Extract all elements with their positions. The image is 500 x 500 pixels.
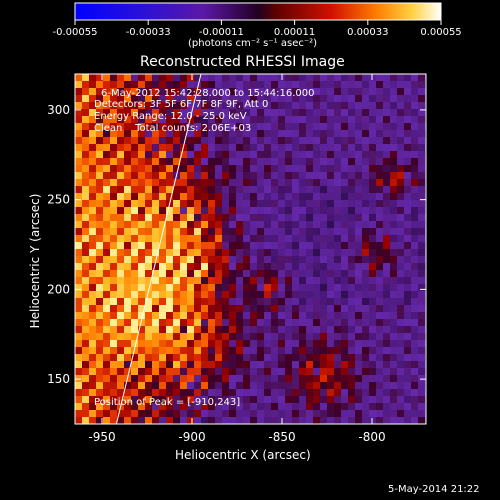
x-tick-label: -800 xyxy=(358,430,385,444)
x-axis-label: Heliocentric X (arcsec) xyxy=(175,448,311,462)
y-tick-label: 150 xyxy=(47,372,70,386)
chart-title: Reconstructed RHESSI Image xyxy=(140,54,345,70)
annotation-time: 6-May-2012 15:42:28.000 to 15:44:16.000 xyxy=(101,88,315,99)
colorbar-tick-label: -0.00011 xyxy=(199,27,244,38)
colorbar: -0.00055 -0.00033 -0.00011 0.00011 0.00033 0.… xyxy=(53,2,462,38)
colorbar-tick-label: -0.00033 xyxy=(126,27,171,38)
x-tick-label: -850 xyxy=(268,430,295,444)
y-tick-label: 250 xyxy=(47,193,70,207)
plot-frame xyxy=(74,73,427,425)
colorbar-tick-label: 0.00033 xyxy=(347,27,388,38)
y-tick-label: 300 xyxy=(47,103,70,117)
y-tick-label: 200 xyxy=(47,282,70,296)
annotation-peak: Position of Peak = [-910,243] xyxy=(94,397,241,408)
y-axis-label: Heliocentric Y (arcsec) xyxy=(28,193,42,329)
annotation-detectors: Detectors: 3F 5F 6F 7F 8F 9F, Att 0 xyxy=(94,99,269,110)
footer-timestamp: 5-May-2014 21:22 xyxy=(388,484,480,495)
colorbar-units: (photons cm⁻² s⁻¹ asec⁻²) xyxy=(188,38,318,49)
x-tick-label: -950 xyxy=(88,430,115,444)
annotation-clean: Clean Total counts: 2.06E+03 xyxy=(94,123,252,134)
axis-ticks: -950 -900 -850 -800 150 200 250 300 xyxy=(47,74,426,444)
colorbar-tick-label: 0.00011 xyxy=(274,27,315,38)
x-tick-label: -900 xyxy=(178,430,205,444)
colorbar-ticks: -0.00055 -0.00033 -0.00011 0.00011 0.00033 0.… xyxy=(53,20,462,38)
colorbar-tick-label: 0.00055 xyxy=(420,27,461,38)
annotation-energy: Energy Range: 12.0 - 25.0 keV xyxy=(94,111,247,122)
solar-limb-line xyxy=(115,74,202,424)
colorbar-tick-label: -0.00055 xyxy=(53,27,98,38)
colorbar-gradient xyxy=(74,2,442,21)
